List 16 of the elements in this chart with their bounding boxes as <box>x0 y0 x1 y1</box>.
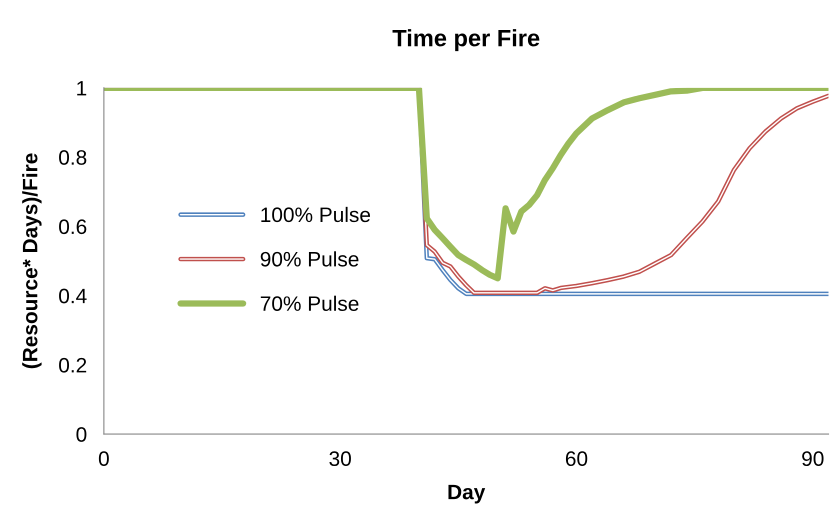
y-axis-title: (Resource* Days)/Fire <box>22 153 42 368</box>
y-tick-label: 1 <box>77 81 86 96</box>
x-tick-label: 90 <box>802 451 824 466</box>
x-tick-label: 30 <box>329 451 351 466</box>
y-tick-label: 0.4 <box>59 288 87 304</box>
y-tick-label: 0.6 <box>59 219 86 234</box>
x-axis-title: Day <box>448 484 486 504</box>
y-tick-label: 0.8 <box>59 150 86 165</box>
x-tick-label: 60 <box>566 451 588 466</box>
x-tick-label: 0 <box>98 451 109 466</box>
legend-label: 90% Pulse <box>260 251 358 267</box>
y-tick-label: 0.2 <box>59 358 86 373</box>
chart-title: Time per Fire <box>392 29 540 52</box>
y-tick-label: 0 <box>76 427 86 442</box>
legend-label: 70% Pulse <box>260 296 358 311</box>
legend-label: 100% Pulse <box>261 206 370 222</box>
